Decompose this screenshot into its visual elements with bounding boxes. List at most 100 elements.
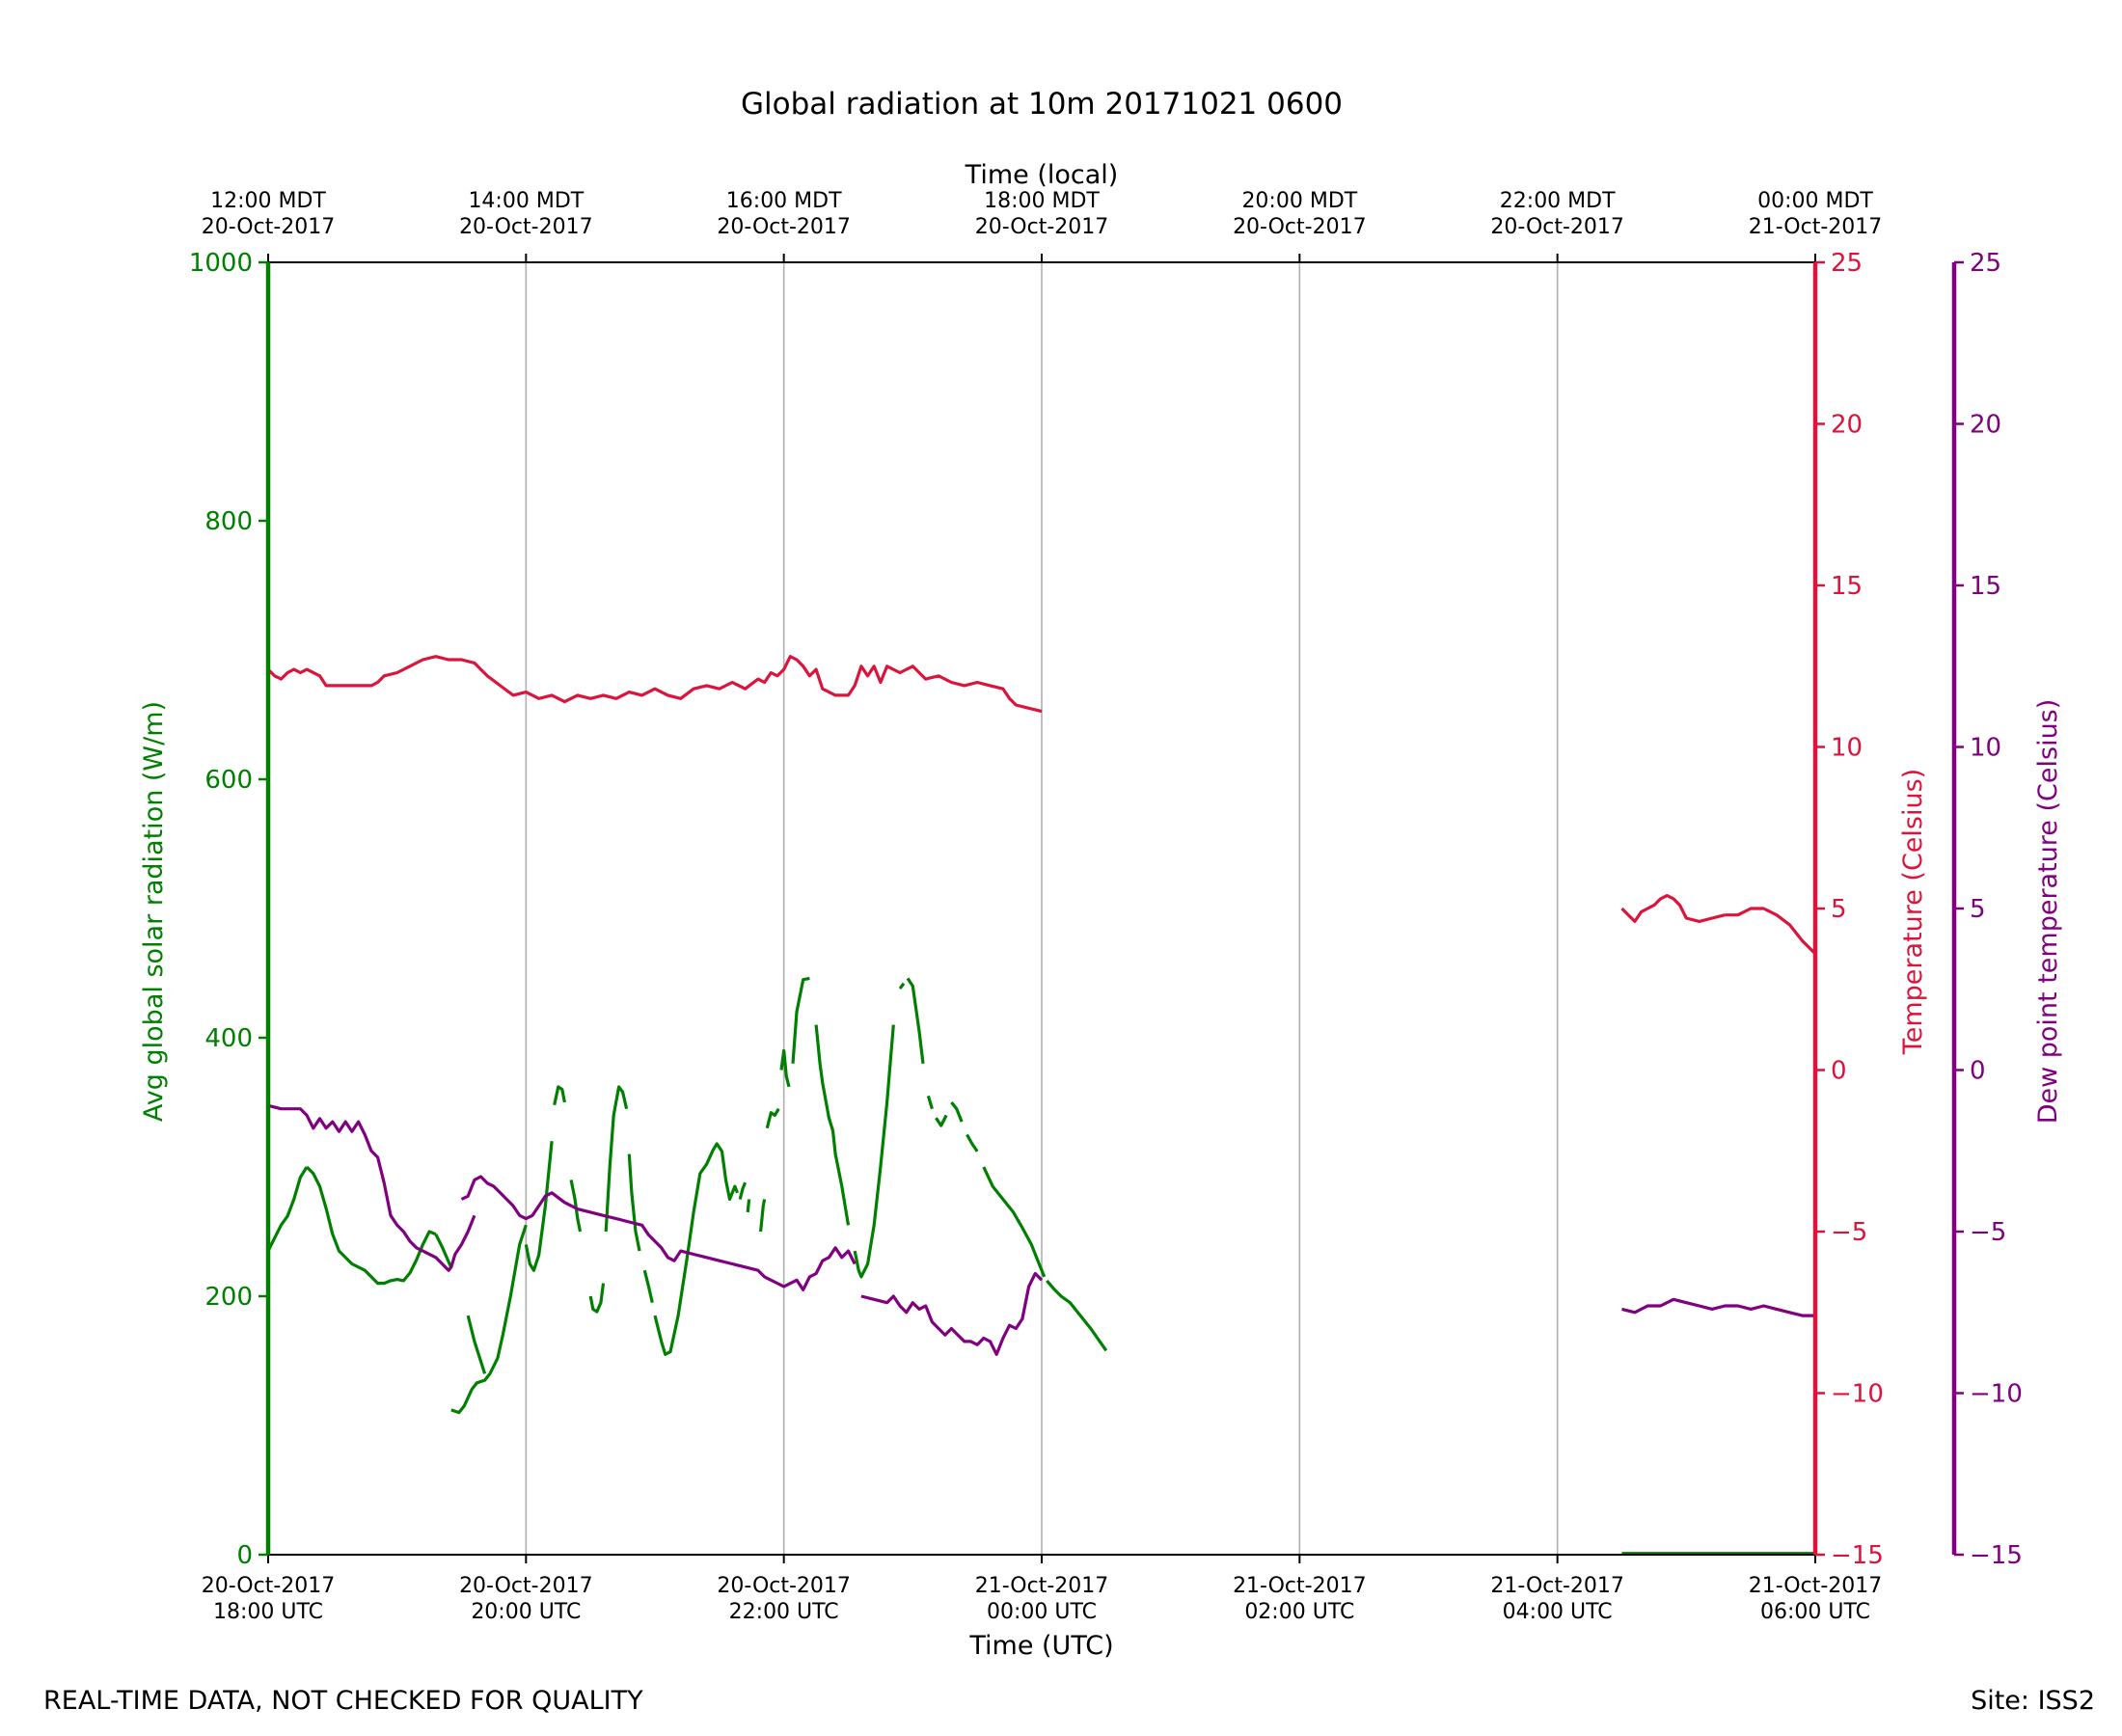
x-tick-label-bottom-time: 06:00 UTC [1760, 1600, 1870, 1624]
y-tick-label-radiation: 800 [204, 507, 253, 536]
x-tick-label-top-date: 20-Oct-2017 [1490, 215, 1624, 239]
y-tick-label-dewpoint: 20 [1970, 411, 2001, 440]
x-tick-label-top-date: 20-Oct-2017 [717, 215, 851, 239]
series-line-dewpoint [267, 1103, 476, 1272]
y-axis-label-radiation: Avg global solar radiation (W/m) [139, 701, 169, 1122]
series-line-radiation [779, 1048, 791, 1088]
y-tick-label-temperature: 20 [1831, 411, 1863, 440]
series-line-radiation [305, 1165, 437, 1286]
series-line-radiation [266, 1166, 309, 1252]
x-tick-label-bottom-time: 02:00 UTC [1244, 1600, 1354, 1624]
y-tick-label-radiation: 1000 [189, 249, 253, 278]
y-tick-label-dewpoint: −15 [1970, 1541, 2023, 1570]
x-tick-label-bottom-date: 21-Oct-2017 [1233, 1574, 1367, 1598]
series-line-radiation [791, 976, 810, 1064]
x-tick-label-top-date: 20-Oct-2017 [975, 215, 1109, 239]
y-axis-ticks: 02004006008001000−15−10−50510152025−15−1… [189, 249, 2023, 1570]
x-tick-label-top-date: 20-Oct-2017 [459, 215, 593, 239]
y-tick-label-temperature: 15 [1831, 572, 1863, 601]
top-axis-label: Time (local) [965, 160, 1119, 190]
series-line-radiation [935, 1114, 948, 1127]
x-tick-label-bottom-date: 21-Oct-2017 [1749, 1574, 1883, 1598]
y-tick-label-dewpoint: 10 [1970, 734, 2001, 763]
y-tick-label-temperature: −15 [1831, 1541, 1884, 1570]
series-line-radiation [434, 1233, 453, 1269]
series-line-radiation [950, 1100, 964, 1123]
x-tick-label-top-time: 22:00 MDT [1500, 189, 1616, 213]
series-line-radiation [738, 1181, 748, 1200]
x-tick-label-bottom-time: 00:00 UTC [987, 1600, 1097, 1624]
series-line-radiation [450, 1224, 528, 1415]
y-tick-label-temperature: 25 [1831, 249, 1863, 278]
series-line-radiation [466, 1315, 487, 1374]
x-tick-label-bottom-date: 20-Oct-2017 [459, 1574, 593, 1598]
series-line-radiation [588, 1283, 606, 1314]
series-line-radiation [966, 1133, 979, 1153]
y-tick-label-radiation: 400 [204, 1024, 253, 1053]
vertical-gridlines [525, 262, 1559, 1555]
x-tick-label-top-date: 20-Oct-2017 [202, 215, 336, 239]
site-label: Site: ISS2 [1971, 1686, 2095, 1716]
y-tick-label-dewpoint: −5 [1970, 1218, 2006, 1247]
plot-frame [265, 261, 1957, 1556]
series-dewpoint [267, 1103, 1815, 1356]
x-tick-label-top-date: 21-Oct-2017 [1749, 215, 1883, 239]
y-tick-label-temperature: 10 [1831, 734, 1863, 763]
x-tick-label-bottom-date: 20-Oct-2017 [717, 1574, 851, 1598]
x-tick-label-top-time: 14:00 MDT [468, 189, 584, 213]
x-tick-label-top-time: 20:00 MDT [1241, 189, 1357, 213]
series-temperature [266, 655, 1817, 956]
x-tick-label-bottom-date: 21-Oct-2017 [975, 1574, 1109, 1598]
x-tick-label-top-time: 16:00 MDT [726, 189, 842, 213]
y-tick-label-dewpoint: 5 [1970, 895, 1986, 924]
x-tick-label-bottom-date: 20-Oct-2017 [202, 1574, 336, 1598]
series-layer [266, 655, 1817, 1556]
y-tick-label-dewpoint: −10 [1970, 1380, 2023, 1409]
x-tick-label-top-time: 18:00 MDT [984, 189, 1100, 213]
y-axis-label-dewpoint: Dew point temperature (Celsius) [2033, 699, 2063, 1125]
series-line-radiation [759, 1199, 767, 1233]
x-tick-label-bottom-time: 04:00 UTC [1503, 1600, 1613, 1624]
y-tick-label-temperature: 5 [1831, 895, 1847, 924]
x-tick-label-top-date: 20-Oct-2017 [1233, 215, 1367, 239]
x-tick-label-bottom-time: 22:00 UTC [729, 1600, 839, 1624]
y-tick-label-radiation: 600 [204, 766, 253, 795]
quality-disclaimer: REAL-TIME DATA, NOT CHECKED FOR QUALITY [43, 1686, 643, 1716]
x-tick-label-bottom-time: 20:00 UTC [471, 1600, 581, 1624]
series-line-radiation [982, 1166, 1047, 1278]
y-axis-label-temperature: Temperature (Celsius) [1898, 769, 1928, 1055]
series-line-temperature [1725, 907, 1817, 956]
y-tick-label-dewpoint: 15 [1970, 572, 2001, 601]
series-line-dewpoint [1621, 1297, 1815, 1317]
series-line-radiation [604, 1085, 629, 1233]
y-tick-label-dewpoint: 0 [1970, 1057, 1986, 1086]
chart-title: Global radiation at 10m 20171021 0600 [741, 87, 1343, 122]
series-line-radiation [926, 1095, 934, 1110]
series-line-radiation [1046, 1279, 1108, 1352]
series-line-radiation [653, 1142, 739, 1356]
y-tick-label-temperature: −10 [1831, 1380, 1884, 1409]
series-line-radiation [898, 982, 906, 990]
y-tick-label-temperature: 0 [1831, 1057, 1847, 1086]
x-tick-label-bottom-date: 21-Oct-2017 [1490, 1574, 1624, 1598]
series-line-radiation [814, 1024, 851, 1226]
series-line-radiation [906, 977, 925, 1064]
series-line-temperature [266, 655, 1043, 714]
series-line-radiation [627, 1153, 641, 1252]
series-line-radiation [765, 1107, 780, 1129]
y-tick-label-radiation: 200 [204, 1283, 253, 1312]
series-line-temperature [1620, 894, 1726, 923]
series-line-radiation [853, 1024, 895, 1279]
x-tick-label-top-time: 00:00 MDT [1757, 189, 1873, 213]
bottom-axis-label: Time (UTC) [968, 1631, 1113, 1661]
series-line-radiation [553, 1085, 566, 1106]
y-tick-label-temperature: −5 [1831, 1218, 1867, 1247]
series-line-dewpoint [860, 1271, 1044, 1356]
y-tick-label-radiation: 0 [236, 1541, 253, 1570]
series-line-dewpoint [460, 1175, 857, 1291]
x-tick-label-top-time: 12:00 MDT [210, 189, 326, 213]
series-line-radiation [642, 1269, 654, 1304]
y-tick-label-dewpoint: 25 [1970, 249, 2001, 278]
